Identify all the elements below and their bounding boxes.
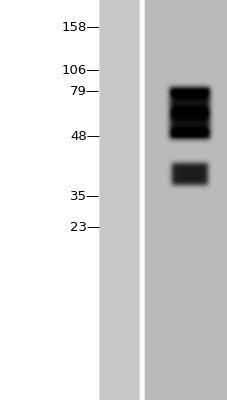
Text: 23—: 23—: [70, 221, 100, 234]
Text: 79—: 79—: [70, 85, 100, 98]
Text: 158—: 158—: [62, 21, 100, 34]
Text: 35—: 35—: [70, 190, 100, 202]
Text: 106—: 106—: [62, 64, 100, 76]
Text: 48—: 48—: [70, 130, 100, 142]
